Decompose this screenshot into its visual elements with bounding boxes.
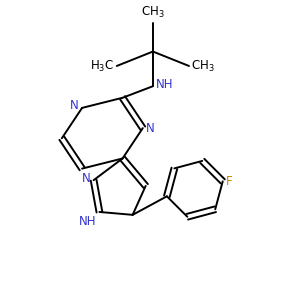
Text: CH$_3$: CH$_3$	[141, 5, 165, 20]
Text: H$_3$C: H$_3$C	[90, 58, 114, 74]
Text: NH: NH	[78, 215, 96, 228]
Text: NH: NH	[156, 78, 174, 91]
Text: N: N	[146, 122, 155, 135]
Text: CH$_3$: CH$_3$	[191, 58, 215, 74]
Text: F: F	[226, 175, 233, 188]
Text: N: N	[70, 99, 79, 112]
Text: N: N	[81, 172, 90, 185]
